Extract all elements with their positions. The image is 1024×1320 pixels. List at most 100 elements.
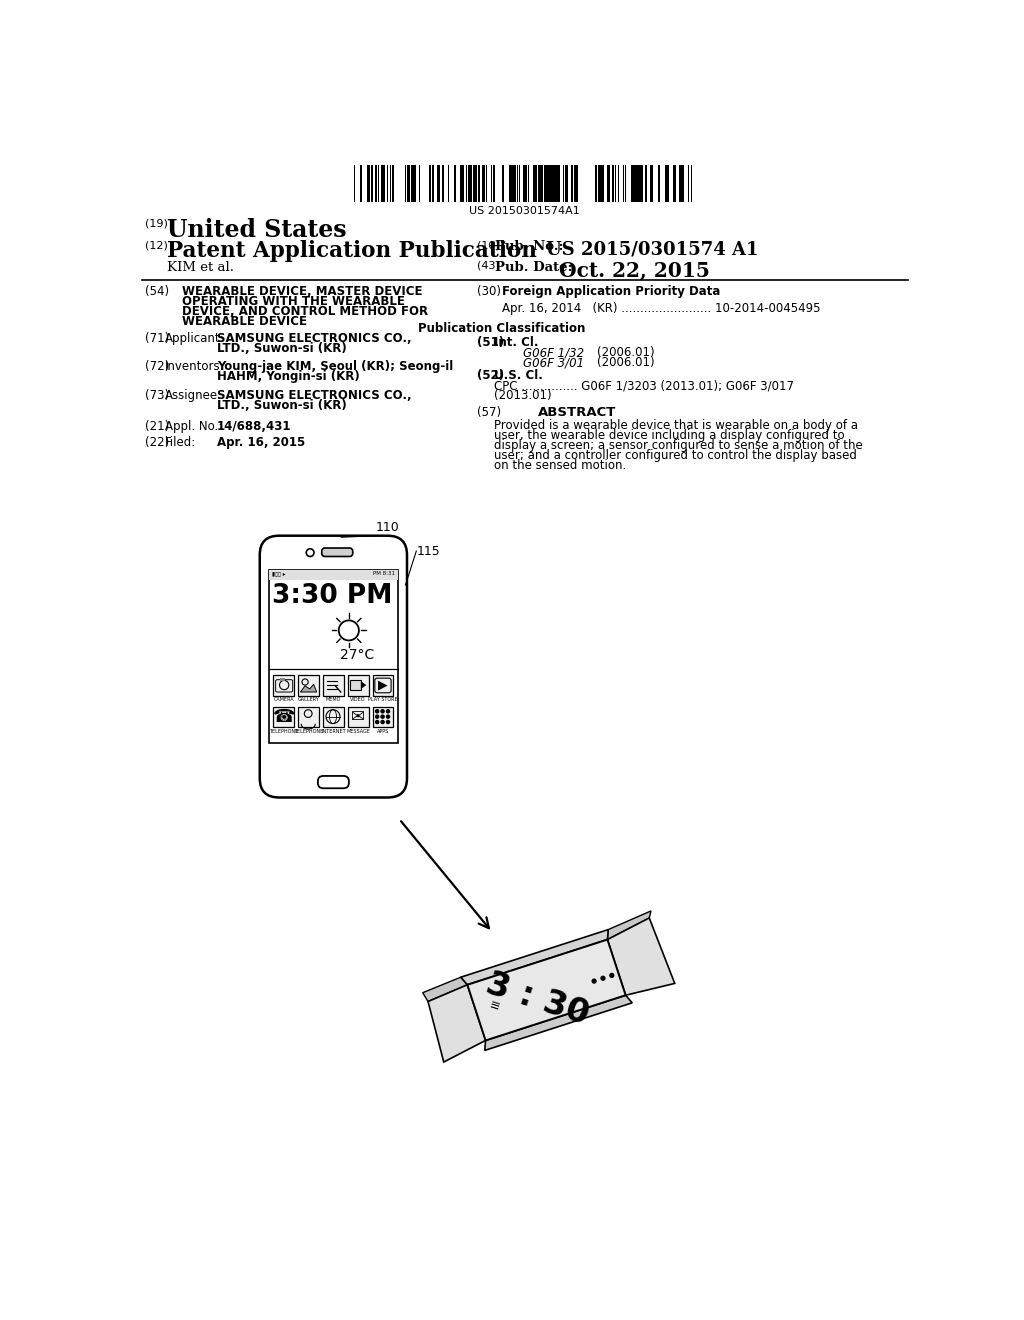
Text: PLAY STORE: PLAY STORE bbox=[369, 697, 397, 702]
Bar bbox=[598, 165, 599, 202]
Text: WEARABLE DEVICE: WEARABLE DEVICE bbox=[182, 315, 307, 329]
Bar bbox=[407, 165, 409, 202]
Text: SAMSUNG ELECTRONICS CO.,: SAMSUNG ELECTRONICS CO., bbox=[217, 389, 412, 403]
Bar bbox=[549, 165, 551, 202]
Text: Applicant:: Applicant: bbox=[165, 331, 225, 345]
Bar bbox=[528, 165, 529, 202]
Text: Patent Application Publication: Patent Application Publication bbox=[167, 240, 537, 261]
Text: Foreign Application Priority Data: Foreign Application Priority Data bbox=[502, 285, 720, 298]
Text: PM 8:31: PM 8:31 bbox=[373, 572, 394, 576]
Text: SAMSUNG ELECTRONICS CO.,: SAMSUNG ELECTRONICS CO., bbox=[217, 331, 412, 345]
Text: Inventors:: Inventors: bbox=[165, 360, 225, 374]
Text: ☎: ☎ bbox=[272, 708, 295, 726]
Text: APPS: APPS bbox=[377, 729, 389, 734]
Bar bbox=[382, 165, 385, 202]
Bar bbox=[595, 165, 597, 202]
Text: Young-jae KIM, Seoul (KR); Seong-il: Young-jae KIM, Seoul (KR); Seong-il bbox=[217, 360, 454, 374]
Text: (30): (30) bbox=[477, 285, 501, 298]
Text: 27°C: 27°C bbox=[340, 648, 374, 663]
Bar bbox=[442, 165, 444, 202]
Text: (52): (52) bbox=[477, 368, 504, 381]
Bar bbox=[523, 165, 525, 202]
Text: MEMO: MEMO bbox=[326, 697, 341, 702]
Bar bbox=[415, 165, 417, 202]
Text: CAMERA: CAMERA bbox=[273, 697, 294, 702]
Bar bbox=[612, 165, 614, 202]
Text: 115: 115 bbox=[417, 545, 440, 558]
Bar bbox=[378, 165, 379, 202]
Bar bbox=[350, 681, 360, 690]
Text: INTERNET: INTERNET bbox=[322, 729, 346, 734]
Text: TELEPHONE: TELEPHONE bbox=[294, 729, 324, 734]
Text: G06F 3/01: G06F 3/01 bbox=[523, 356, 585, 370]
Text: 3 : 30: 3 : 30 bbox=[481, 968, 593, 1031]
Bar bbox=[269, 570, 397, 581]
Circle shape bbox=[376, 721, 379, 723]
Polygon shape bbox=[360, 681, 367, 689]
Text: ▮▯▯ ▸: ▮▯▯ ▸ bbox=[272, 572, 286, 576]
Bar bbox=[646, 165, 647, 202]
Text: (72): (72) bbox=[145, 360, 169, 374]
Bar bbox=[566, 165, 568, 202]
Bar bbox=[681, 165, 683, 202]
Text: (12): (12) bbox=[145, 240, 168, 249]
Bar bbox=[432, 165, 434, 202]
Bar bbox=[372, 165, 373, 202]
Text: (43): (43) bbox=[477, 261, 500, 271]
Polygon shape bbox=[461, 929, 608, 985]
Bar bbox=[667, 165, 669, 202]
Bar bbox=[637, 165, 639, 202]
Circle shape bbox=[381, 710, 384, 713]
Text: Apr. 16, 2014   (KR) ........................ 10-2014-0045495: Apr. 16, 2014 (KR) .....................… bbox=[502, 302, 820, 315]
Text: US 2015/0301574 A1: US 2015/0301574 A1 bbox=[547, 240, 759, 257]
Bar bbox=[547, 165, 549, 202]
Bar bbox=[614, 165, 616, 202]
Bar bbox=[273, 706, 294, 727]
Bar bbox=[575, 165, 579, 202]
Circle shape bbox=[386, 710, 389, 713]
Text: MESSAGE: MESSAGE bbox=[346, 729, 370, 734]
Bar bbox=[454, 165, 456, 202]
Bar bbox=[658, 165, 659, 202]
Text: Int. Cl.: Int. Cl. bbox=[494, 337, 539, 350]
Text: 14/688,431: 14/688,431 bbox=[217, 420, 292, 433]
Bar bbox=[460, 165, 461, 202]
Bar bbox=[494, 165, 496, 202]
Bar bbox=[651, 165, 652, 202]
Text: on the sensed motion.: on the sensed motion. bbox=[494, 459, 626, 473]
FancyBboxPatch shape bbox=[322, 548, 352, 557]
Text: Pub. No.:: Pub. No.: bbox=[496, 240, 564, 253]
Text: Provided is a wearable device that is wearable on a body of a: Provided is a wearable device that is we… bbox=[494, 420, 858, 433]
Bar bbox=[323, 706, 344, 727]
Text: 3:30 PM: 3:30 PM bbox=[272, 583, 392, 610]
Text: (22): (22) bbox=[145, 436, 169, 449]
Bar bbox=[323, 675, 344, 696]
Circle shape bbox=[610, 973, 613, 977]
Text: Assignee:: Assignee: bbox=[165, 389, 222, 403]
Bar bbox=[665, 165, 667, 202]
Text: (19): (19) bbox=[145, 218, 168, 228]
Bar bbox=[381, 165, 382, 202]
Circle shape bbox=[386, 715, 389, 718]
Text: TELEPHONE: TELEPHONE bbox=[269, 729, 298, 734]
Text: ≡: ≡ bbox=[487, 999, 502, 1015]
Polygon shape bbox=[300, 684, 316, 692]
Bar bbox=[510, 165, 512, 202]
Text: HAHM, Yongin-si (KR): HAHM, Yongin-si (KR) bbox=[217, 370, 359, 383]
Text: Pub. Date:: Pub. Date: bbox=[496, 261, 572, 273]
Bar bbox=[348, 706, 369, 727]
Bar bbox=[542, 165, 544, 202]
Bar bbox=[679, 165, 681, 202]
Bar bbox=[570, 165, 572, 202]
Bar bbox=[541, 165, 542, 202]
Text: (57): (57) bbox=[477, 405, 501, 418]
Text: 125: 125 bbox=[461, 1032, 485, 1045]
Bar bbox=[461, 165, 464, 202]
Circle shape bbox=[376, 710, 379, 713]
Text: ▶: ▶ bbox=[378, 678, 388, 692]
Text: ✉: ✉ bbox=[351, 708, 366, 726]
Bar bbox=[544, 165, 547, 202]
Bar bbox=[298, 706, 319, 727]
Bar bbox=[469, 165, 471, 202]
Text: G06F 1/32: G06F 1/32 bbox=[523, 346, 585, 359]
